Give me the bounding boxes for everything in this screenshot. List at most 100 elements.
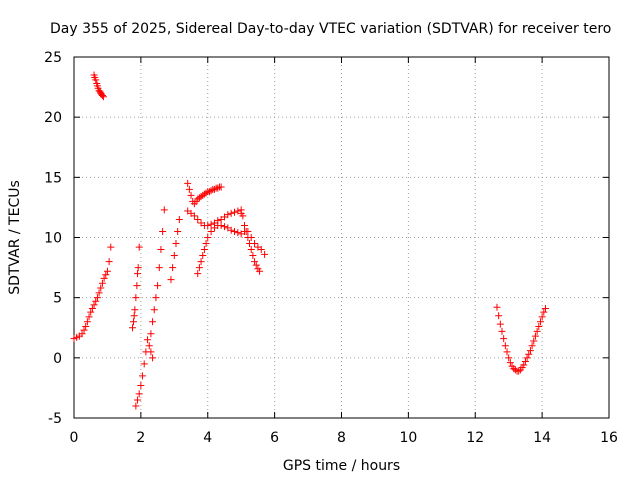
data-point	[530, 337, 538, 345]
data-point	[167, 276, 175, 284]
data-point	[145, 342, 153, 350]
data-point	[241, 221, 249, 229]
data-point	[130, 318, 138, 326]
series-arc-3	[129, 243, 143, 332]
data-point	[99, 93, 107, 101]
chart-title: Day 355 of 2025, Sidereal Day-to-day VTE…	[50, 21, 611, 37]
data-point	[231, 208, 238, 216]
data-point	[134, 270, 142, 278]
data-point	[83, 318, 91, 326]
data-point	[536, 318, 544, 326]
data-point	[80, 326, 88, 334]
data-point	[131, 306, 139, 314]
data-point	[134, 264, 142, 272]
data-point	[234, 229, 242, 237]
data-point	[541, 304, 549, 312]
data-point	[87, 308, 95, 316]
data-point	[93, 294, 101, 302]
data-point	[505, 354, 513, 362]
data-point	[214, 184, 222, 192]
data-point	[217, 221, 225, 229]
data-point	[202, 189, 210, 197]
data-point	[493, 303, 501, 311]
data-point	[92, 297, 100, 305]
data-point	[500, 335, 508, 343]
data-point	[495, 312, 503, 320]
data-point	[503, 348, 511, 356]
tick-marks	[73, 56, 610, 419]
data-point	[227, 226, 235, 234]
x-tick-label: 6	[270, 430, 279, 446]
data-point	[135, 390, 143, 398]
data-point	[501, 342, 509, 350]
y-tick-label: -5	[48, 411, 62, 427]
data-point	[515, 367, 523, 375]
data-point	[187, 191, 195, 199]
data-point	[135, 243, 143, 251]
data-point	[175, 215, 183, 223]
data-point	[85, 313, 93, 321]
data-point	[207, 227, 215, 235]
data-point	[220, 223, 228, 231]
data-point	[147, 348, 155, 356]
data-point	[256, 267, 264, 275]
data-point	[140, 360, 148, 368]
data-point	[242, 227, 250, 235]
data-point	[506, 359, 514, 367]
series-arc-6	[167, 215, 183, 284]
data-point	[150, 306, 158, 314]
data-point	[498, 327, 506, 335]
x-tick-label: 14	[533, 430, 551, 446]
data-point	[246, 240, 254, 248]
data-point	[251, 258, 259, 266]
series-arc-4	[132, 336, 157, 410]
data-point	[160, 206, 168, 214]
x-axis-label: GPS time / hours	[283, 458, 400, 474]
data-point	[200, 246, 208, 254]
data-point	[157, 246, 165, 254]
data-point	[82, 323, 90, 331]
data-point	[535, 323, 543, 331]
data-point	[159, 227, 167, 235]
data-point	[95, 289, 103, 297]
data-point	[533, 327, 541, 335]
data-point	[237, 206, 245, 214]
data-point	[210, 185, 218, 193]
data-point	[155, 264, 163, 272]
data-point	[531, 332, 539, 340]
data-point	[172, 240, 180, 248]
x-tick-label: 12	[466, 430, 484, 446]
x-tick-label: 10	[399, 430, 417, 446]
data-point	[523, 354, 531, 362]
series-arc-8	[184, 207, 245, 229]
series-arc-10	[237, 206, 264, 275]
y-tick-label: 5	[53, 291, 62, 307]
series-arc-11	[493, 303, 549, 375]
data-point	[540, 308, 548, 316]
data-point	[170, 252, 178, 260]
data-point	[247, 246, 255, 254]
data-point	[249, 252, 257, 260]
series-arc-1	[70, 243, 115, 343]
grid-lines	[74, 57, 609, 418]
data-point	[217, 183, 225, 191]
data-point	[185, 185, 193, 193]
data-point	[144, 336, 152, 344]
data-point	[98, 92, 106, 100]
data-point	[521, 357, 529, 365]
data-point	[197, 258, 205, 266]
y-tick-label: 25	[44, 50, 62, 66]
data-point	[496, 320, 504, 328]
x-tick-label: 16	[600, 430, 618, 446]
data-point	[202, 240, 210, 248]
data-point	[227, 209, 235, 217]
data-point	[139, 372, 147, 380]
data-point	[174, 227, 182, 235]
y-tick-label: 0	[53, 351, 62, 367]
data-point	[195, 264, 203, 272]
data-point	[169, 264, 177, 272]
y-tick-labels: -5 0 5 10 15 20 25	[44, 50, 62, 427]
data-point	[130, 312, 138, 320]
